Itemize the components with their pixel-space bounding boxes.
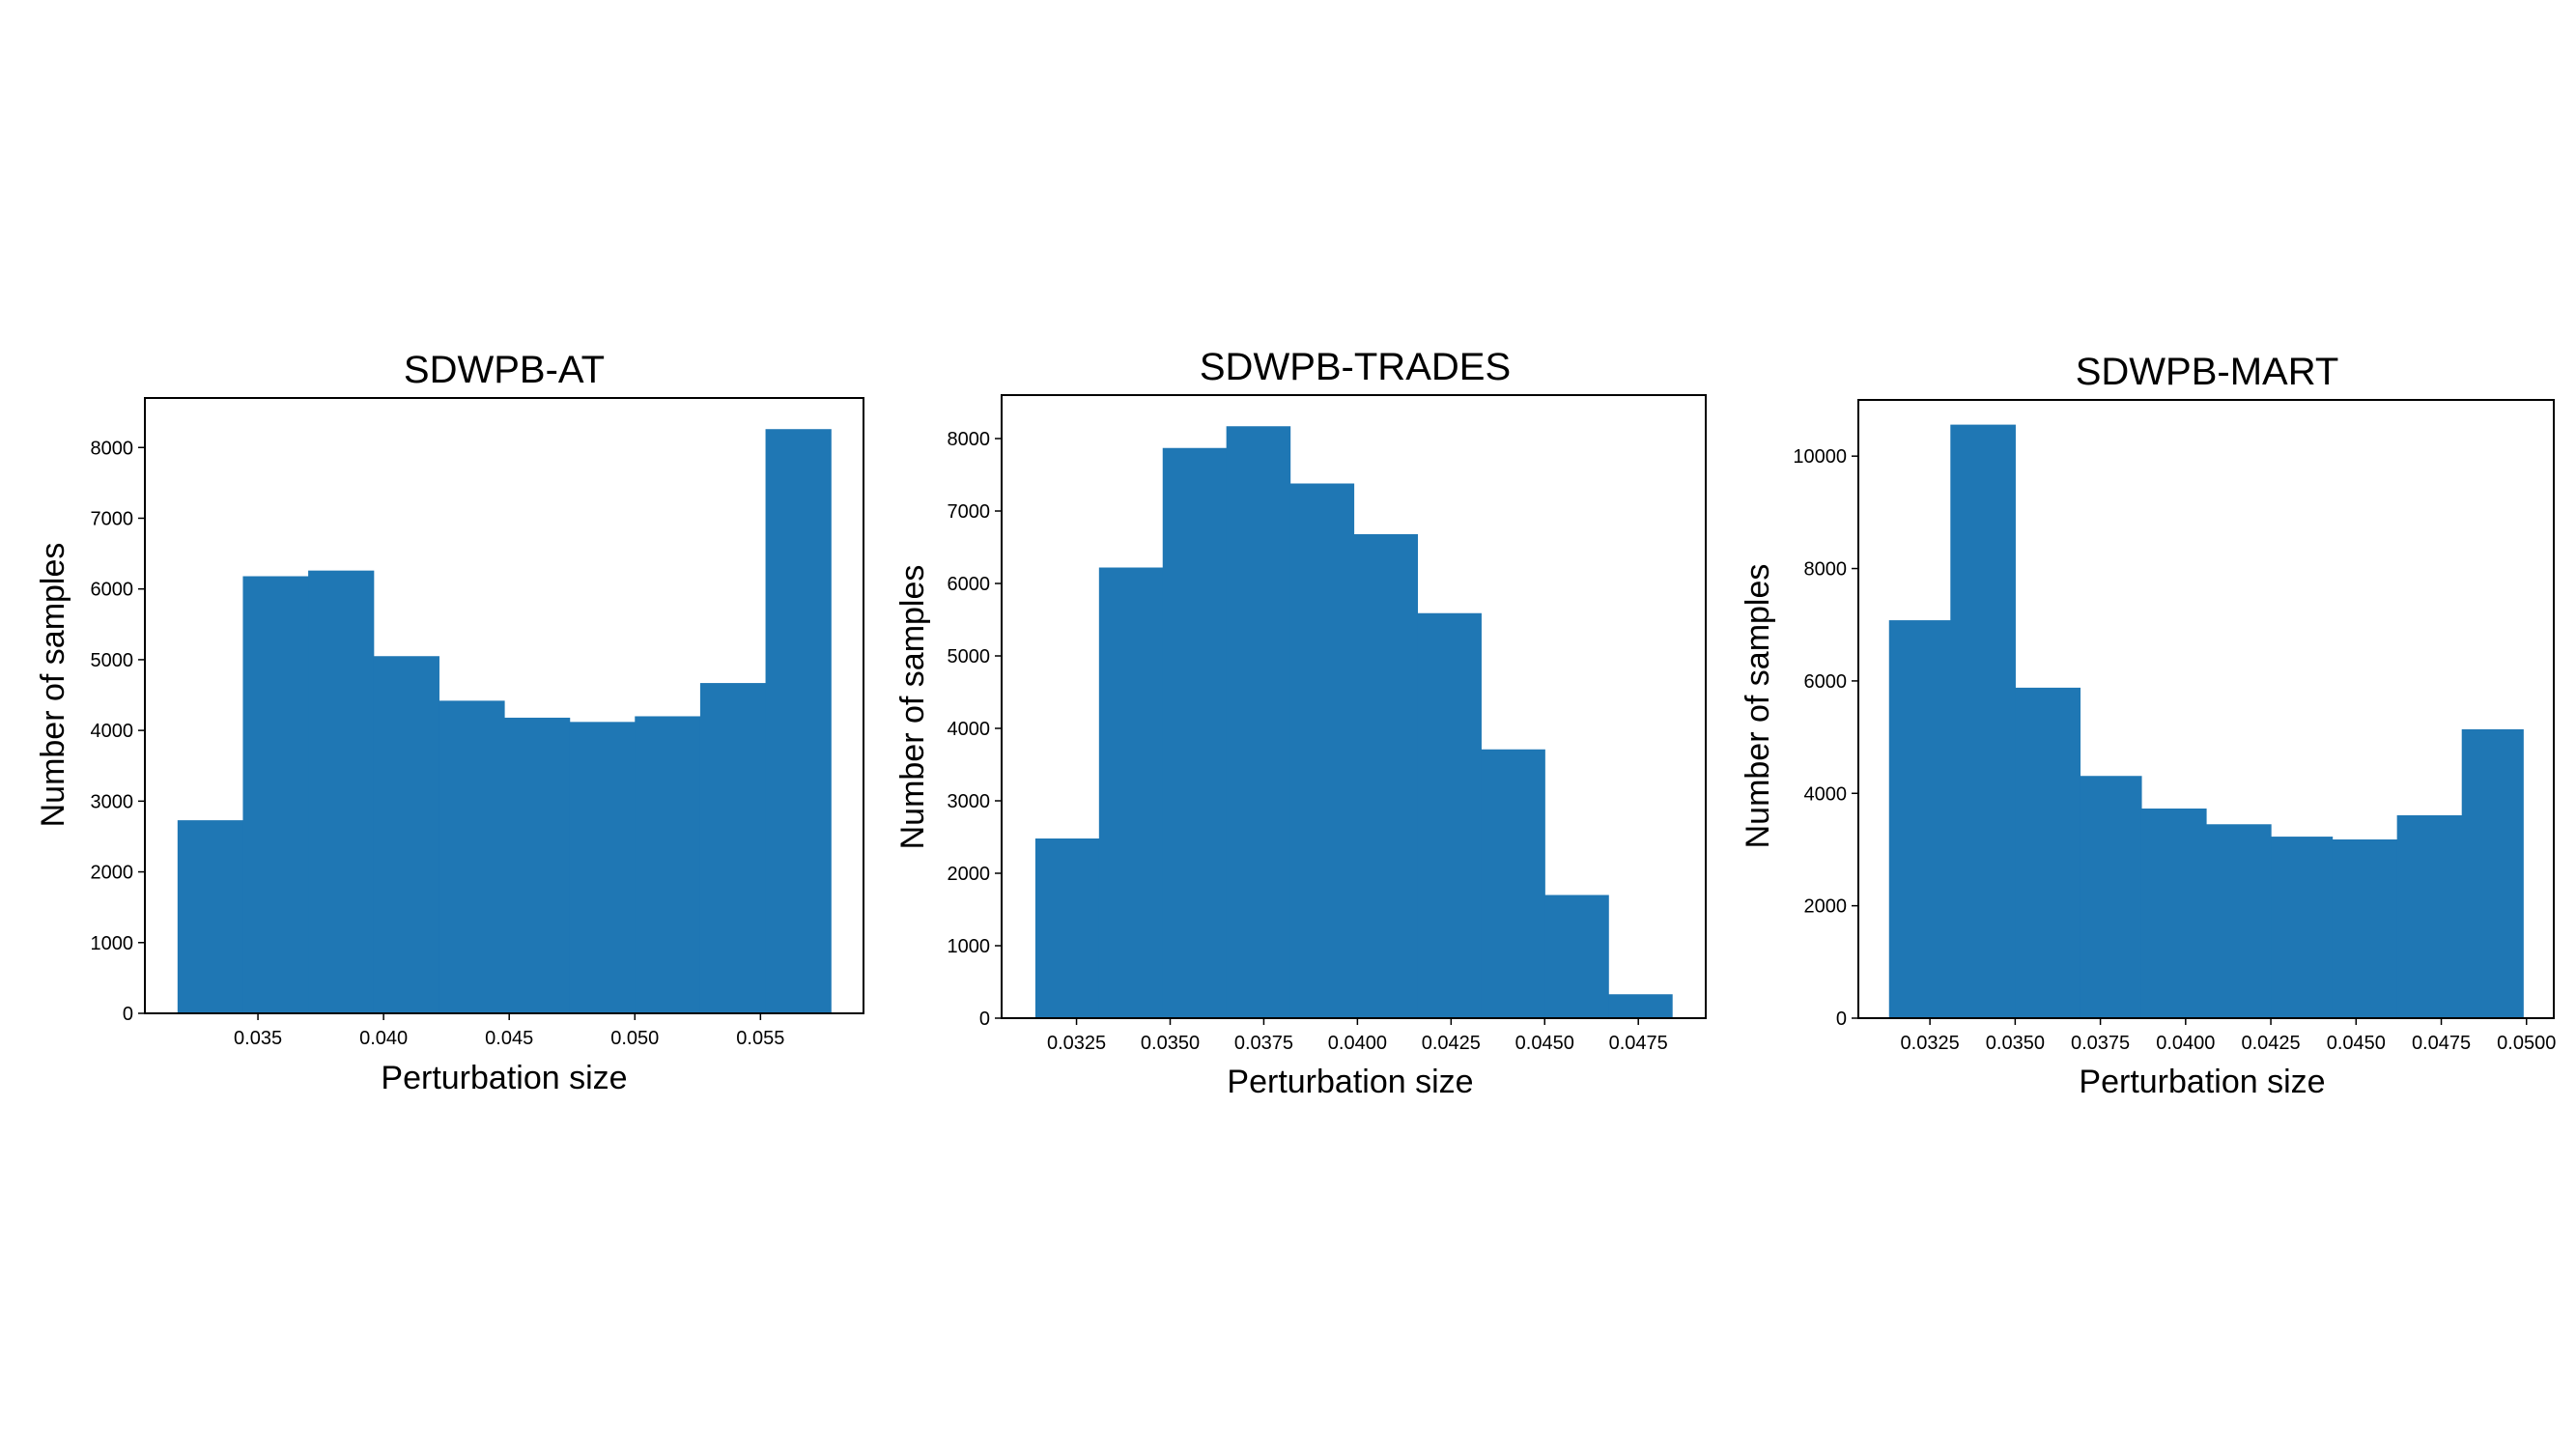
x-axis-label: Perturbation size	[381, 1060, 627, 1096]
y-ticks: 0 1000 2000 3000 4000 5000 6000 7000 8000	[948, 429, 1002, 1030]
histogram-bar	[2461, 728, 2524, 1018]
x-tick-label: 0.0475	[1609, 1033, 1668, 1054]
histogram-bar	[1544, 895, 1609, 1018]
chart-title: SDWPB-AT	[404, 349, 605, 391]
histogram-bar	[1353, 534, 1419, 1018]
y-tick-label: 1000	[91, 933, 134, 954]
histogram-bar	[1888, 620, 1951, 1018]
panel-sdwpb-at: SDWPB-AT Perturbation size Number of sam…	[35, 349, 864, 1096]
y-tick-label: 0	[123, 1004, 133, 1025]
x-tick-label: 0.040	[359, 1028, 408, 1049]
y-ticks: 0 2000 4000 6000 8000 10000	[1793, 446, 1858, 1030]
histogram-bar	[1034, 838, 1100, 1018]
histogram-bar	[1481, 749, 1545, 1018]
x-tick-label: 0.035	[234, 1028, 282, 1049]
histogram-bar	[504, 717, 571, 1013]
x-tick-label: 0.0425	[1422, 1033, 1481, 1054]
y-tick-label: 6000	[1804, 671, 1848, 693]
histogram-bar	[1417, 612, 1482, 1018]
y-tick-label: 1000	[948, 936, 991, 957]
x-tick-label: 0.0475	[2412, 1033, 2471, 1054]
bars	[1888, 424, 2524, 1019]
histogram-bar	[2332, 838, 2398, 1018]
y-tick-label: 2000	[91, 863, 134, 884]
x-tick-label: 0.0450	[2327, 1033, 2386, 1054]
x-axis-label: Perturbation size	[2079, 1064, 2325, 1100]
histogram-bar	[2140, 808, 2207, 1018]
histogram-bar	[1226, 426, 1291, 1018]
histogram-bar	[2080, 776, 2142, 1018]
histogram-bar	[1098, 567, 1164, 1018]
histogram-bar	[1608, 994, 1673, 1018]
y-tick-label: 5000	[91, 650, 134, 671]
y-tick-label: 3000	[91, 791, 134, 812]
bars	[1034, 426, 1673, 1018]
histogram-bar	[2015, 687, 2081, 1018]
chart-title: SDWPB-MART	[2076, 351, 2339, 393]
x-tick-label: 0.0375	[2071, 1033, 2130, 1054]
y-tick-label: 3000	[948, 791, 991, 812]
panel-sdwpb-mart: SDWPB-MART Perturbation size Number of s…	[1740, 351, 2556, 1100]
x-ticks: 0.0325 0.0350 0.0375 0.0400 0.0425 0.0450 0.04…	[1047, 1018, 1668, 1054]
plot-frame	[1001, 394, 1707, 1019]
y-tick-label: 4000	[948, 719, 991, 740]
y-tick-label: 10000	[1793, 446, 1847, 468]
histogram-bar	[2396, 814, 2463, 1018]
y-tick-label: 8000	[948, 429, 991, 450]
y-tick-label: 8000	[1804, 559, 1848, 581]
histogram-bar	[242, 576, 309, 1013]
y-axis-label: Number of samples	[1740, 564, 1776, 849]
y-tick-label: 2000	[1804, 896, 1848, 918]
y-axis-label: Number of samples	[35, 543, 71, 828]
x-ticks: 0.0325 0.0350 0.0375 0.0400 0.0425 0.0450 0.04…	[1901, 1018, 2556, 1054]
panel-sdwpb-trades: SDWPB-TRADES Perturbation size Number of…	[894, 346, 1707, 1100]
histogram-bar	[1289, 483, 1355, 1018]
y-tick-label: 7000	[91, 508, 134, 529]
x-tick-label: 0.0325	[1047, 1033, 1106, 1054]
histogram-bar	[765, 429, 832, 1014]
histogram-bar	[569, 722, 636, 1013]
histogram-bar	[699, 683, 767, 1013]
y-axis-label: Number of samples	[894, 565, 931, 850]
plot-frame	[144, 397, 864, 1014]
y-tick-label: 6000	[948, 574, 991, 595]
x-tick-label: 0.055	[736, 1028, 784, 1049]
x-tick-label: 0.0500	[2497, 1033, 2556, 1054]
histogram-bar	[2206, 824, 2272, 1018]
y-tick-label: 2000	[948, 864, 991, 885]
histogram-bar	[177, 820, 244, 1013]
y-tick-label: 6000	[91, 580, 134, 601]
x-ticks: 0.035 0.040 0.045 0.050 0.055	[234, 1013, 784, 1049]
bars	[177, 429, 832, 1014]
x-tick-label: 0.0375	[1234, 1033, 1293, 1054]
x-tick-label: 0.0400	[2156, 1033, 2215, 1054]
y-tick-label: 0	[1836, 1009, 1847, 1030]
histogram-bar	[635, 716, 701, 1013]
x-tick-label: 0.045	[485, 1028, 533, 1049]
histogram-bar	[439, 700, 505, 1013]
plot-frame	[1857, 399, 2555, 1019]
x-tick-label: 0.050	[610, 1028, 659, 1049]
y-tick-label: 4000	[1804, 783, 1848, 805]
histogram-bar	[1162, 447, 1228, 1018]
y-tick-label: 5000	[948, 646, 991, 668]
x-tick-label: 0.0350	[1986, 1033, 2045, 1054]
y-ticks: 0 1000 2000 3000 4000 5000 6000 7000 8000	[91, 438, 145, 1025]
y-tick-label: 8000	[91, 438, 134, 459]
x-tick-label: 0.0325	[1901, 1033, 1960, 1054]
chart-title: SDWPB-TRADES	[1200, 346, 1511, 388]
x-axis-label: Perturbation size	[1227, 1064, 1473, 1100]
y-tick-label: 4000	[91, 721, 134, 742]
histogram-bar	[2271, 837, 2334, 1018]
y-tick-label: 7000	[948, 501, 991, 523]
y-tick-label: 0	[979, 1009, 990, 1030]
histogram-bar	[373, 656, 439, 1013]
x-tick-label: 0.0400	[1328, 1033, 1387, 1054]
x-tick-label: 0.0450	[1515, 1033, 1574, 1054]
histogram-bar	[308, 570, 375, 1013]
x-tick-label: 0.0350	[1141, 1033, 1200, 1054]
x-tick-label: 0.0425	[2241, 1033, 2300, 1054]
histogram-bar	[1950, 424, 2016, 1019]
